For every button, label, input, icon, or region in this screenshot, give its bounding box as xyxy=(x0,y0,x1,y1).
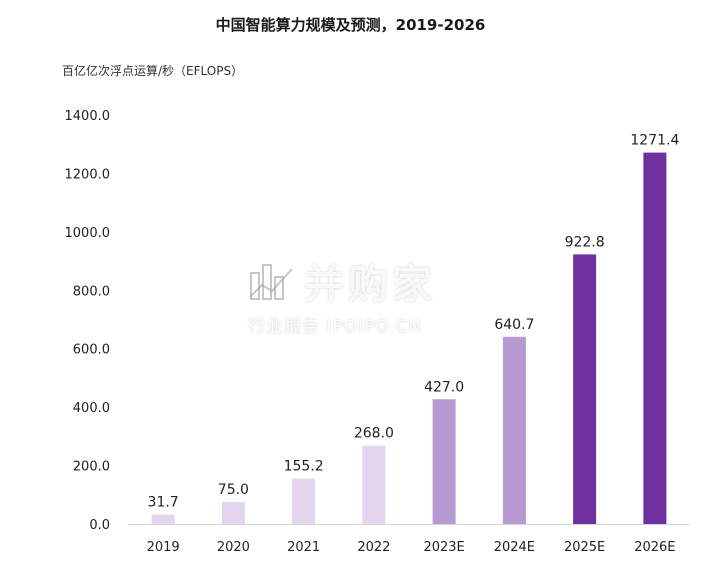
bar xyxy=(432,399,456,524)
x-tick-label: 2026E xyxy=(634,540,675,555)
y-tick-label: 1000.0 xyxy=(65,226,111,241)
bar xyxy=(292,478,316,524)
x-tick-label: 2023E xyxy=(423,540,464,555)
data-label: 268.0 xyxy=(354,426,394,442)
x-tick-label: 2021 xyxy=(287,540,320,555)
y-tick-label: 1400.0 xyxy=(65,109,111,124)
data-label: 427.0 xyxy=(424,379,464,395)
data-label: 75.0 xyxy=(218,482,249,498)
x-tick-label: 2019 xyxy=(147,540,180,555)
y-tick-label: 0.0 xyxy=(89,518,110,533)
chart-title: 中国智能算力规模及预测，2019-2026 xyxy=(215,16,486,34)
bar xyxy=(573,254,597,524)
y-tick-label: 800.0 xyxy=(73,284,110,299)
data-label: 31.7 xyxy=(148,495,179,511)
x-tick-label: 2024E xyxy=(494,540,535,555)
y-tick-label: 200.0 xyxy=(73,460,110,475)
x-tick-label: 2025E xyxy=(564,540,605,555)
data-label: 155.2 xyxy=(284,459,324,475)
data-label: 922.8 xyxy=(565,234,605,250)
data-label: 1271.4 xyxy=(630,133,679,149)
y-axis-unit-label: 百亿亿次浮点运算/秒（EFLOPS） xyxy=(62,64,244,78)
data-label: 640.7 xyxy=(494,317,534,333)
y-tick-label: 1200.0 xyxy=(65,167,111,182)
y-tick-label: 400.0 xyxy=(73,401,110,416)
bar xyxy=(221,502,245,524)
bar xyxy=(643,152,667,524)
bar xyxy=(362,445,386,524)
bar xyxy=(151,514,175,524)
x-tick-label: 2022 xyxy=(357,540,390,555)
y-tick-label: 600.0 xyxy=(73,343,110,358)
bar xyxy=(502,336,526,524)
x-tick-label: 2020 xyxy=(217,540,250,555)
